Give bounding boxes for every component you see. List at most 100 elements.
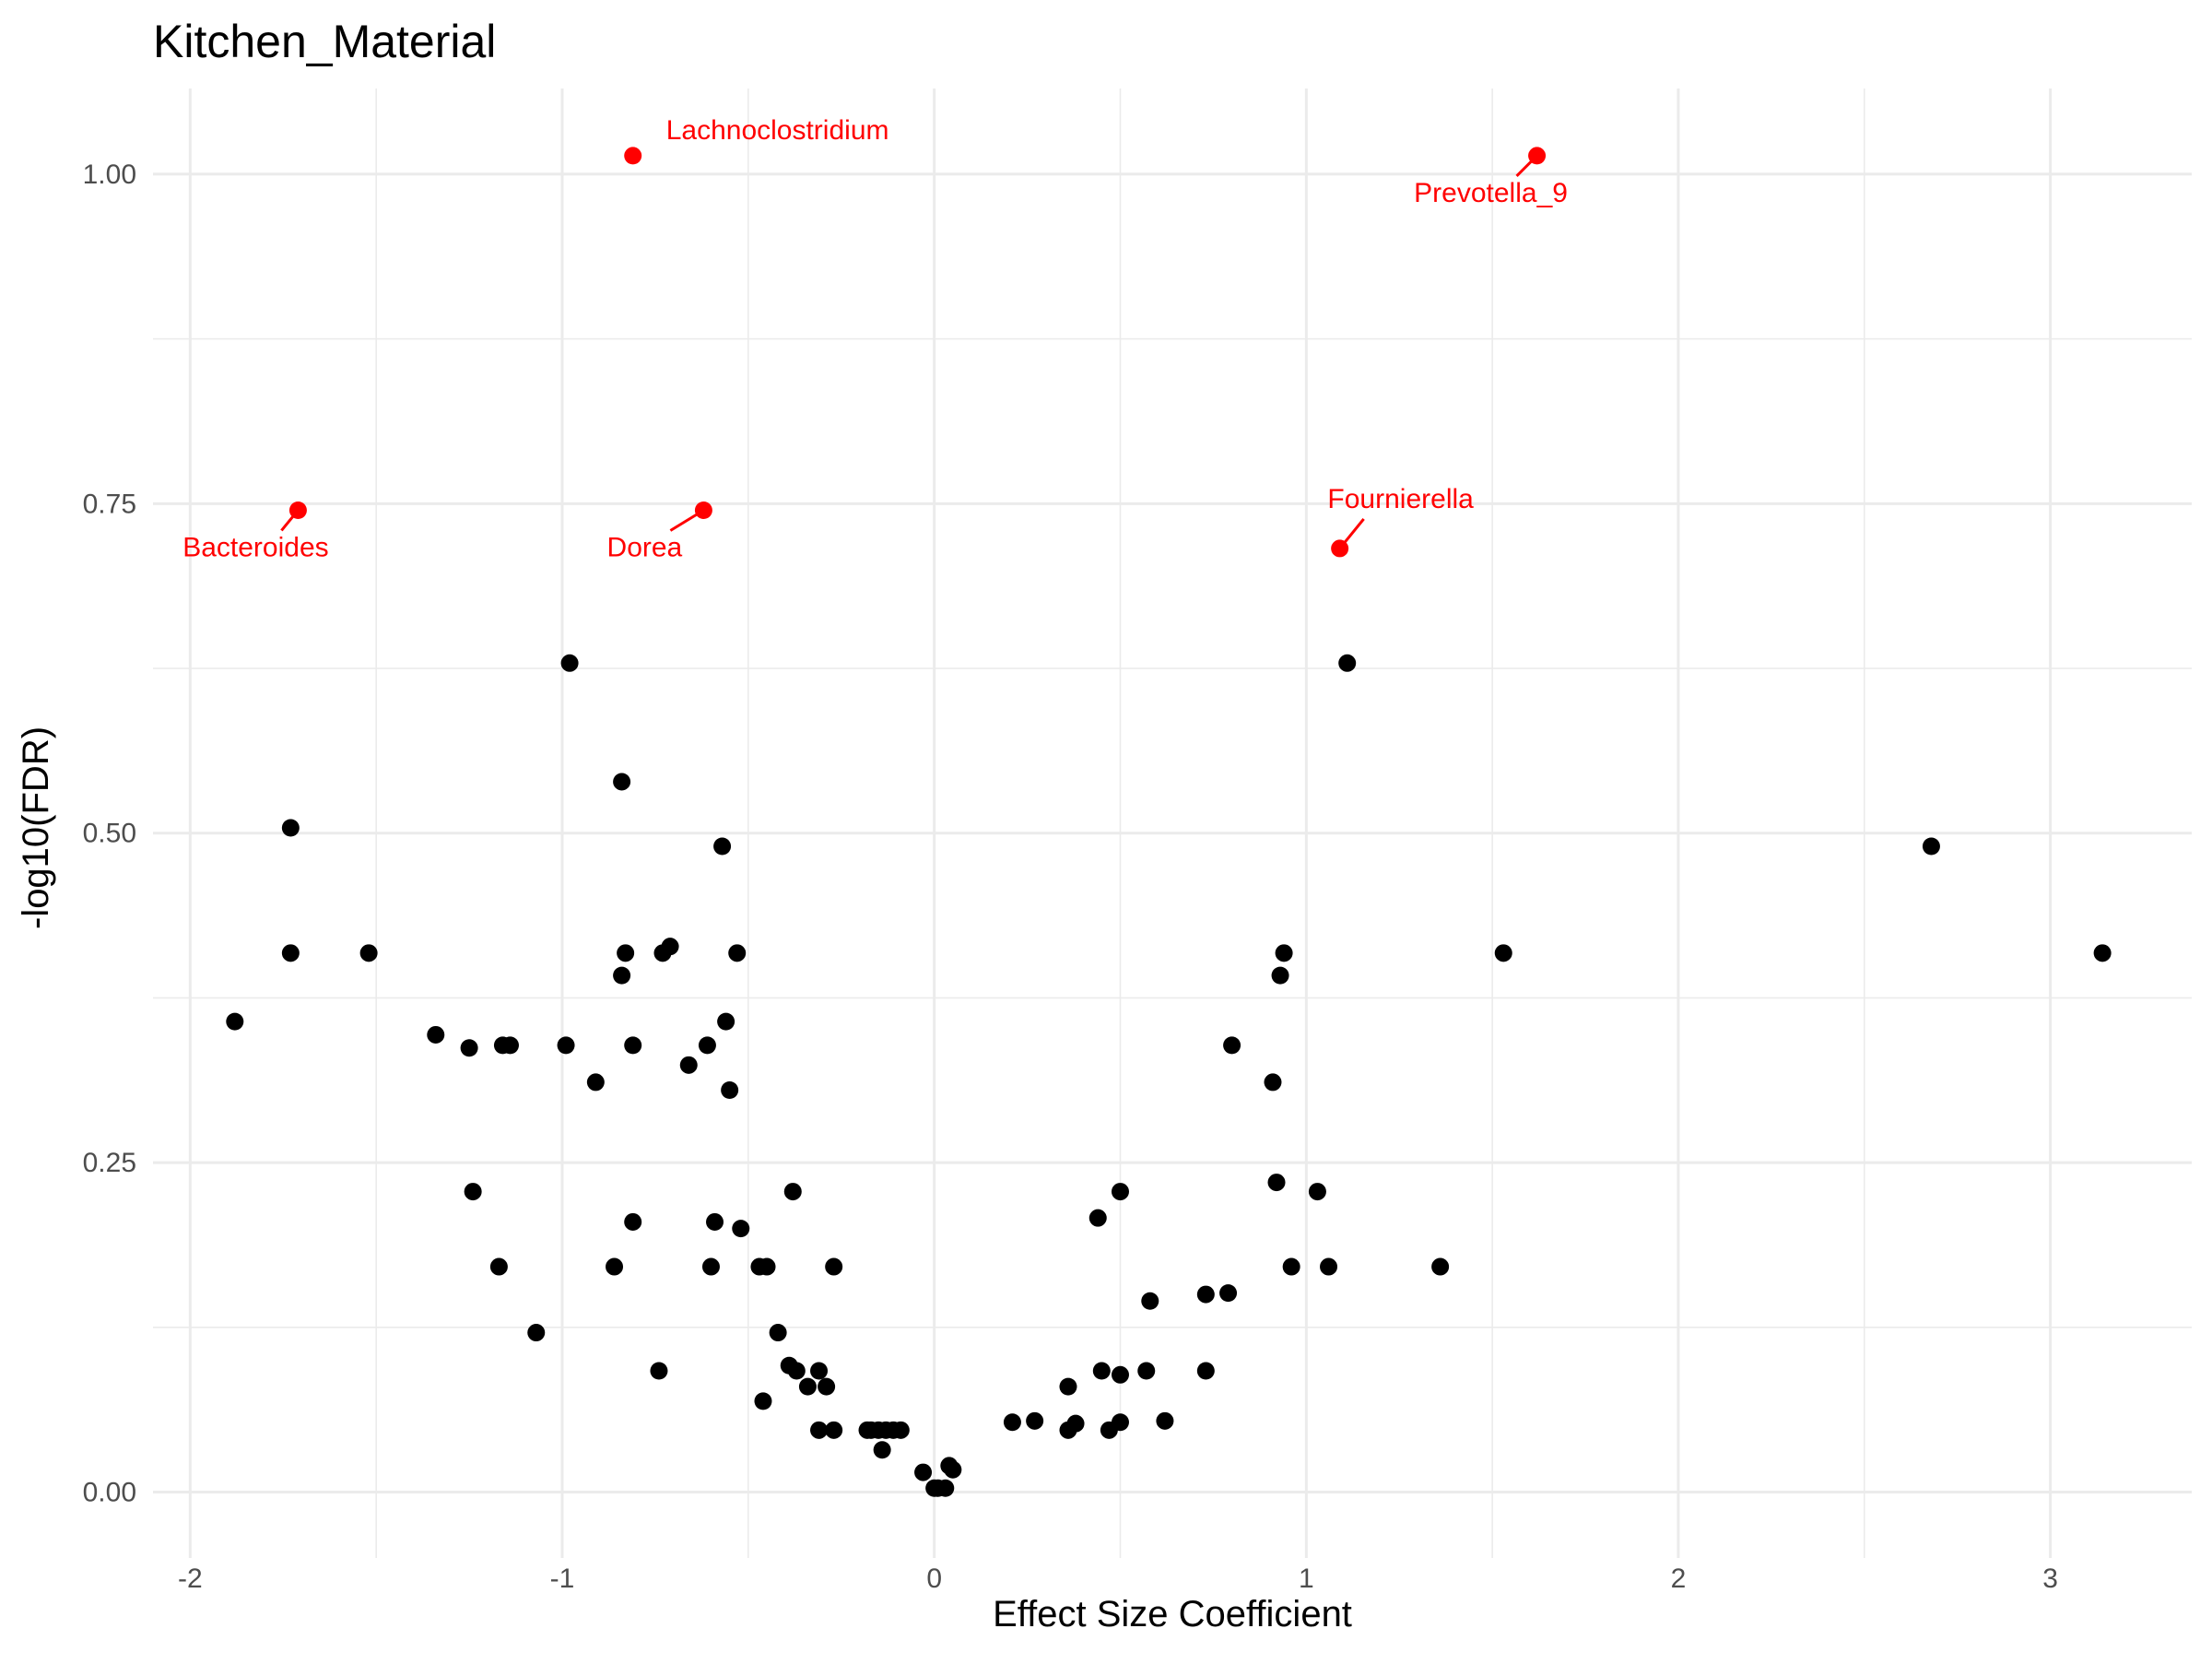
x-tick-label: 3 (2042, 1564, 2058, 1594)
data-point (1219, 1284, 1238, 1303)
data-point (873, 1441, 891, 1459)
x-tick-label: -2 (178, 1564, 203, 1594)
x-axis-title: Effect Size Coefficient (993, 1594, 1352, 1634)
data-point (501, 1036, 520, 1055)
x-tick-label: -1 (550, 1564, 575, 1594)
data-point (818, 1377, 836, 1396)
data-point (1026, 1411, 1044, 1430)
data-point (914, 1463, 933, 1481)
data-point (560, 654, 579, 672)
data-point (359, 944, 378, 962)
y-tick-label: 0.00 (83, 1478, 136, 1508)
data-point (1320, 1257, 1338, 1276)
data-point (1092, 1362, 1111, 1380)
data-point (1308, 1183, 1326, 1201)
chart-title: Kitchen_Material (153, 16, 496, 67)
data-point (460, 1039, 478, 1057)
data-point (1111, 1183, 1129, 1201)
x-tick-label: 0 (926, 1564, 942, 1594)
data-point (2093, 944, 2112, 962)
y-axis-ticks: 0.00 0.25 0.50 0.75 1.00 (83, 159, 136, 1508)
data-point (936, 1479, 955, 1497)
data-point (825, 1257, 843, 1276)
data-point (679, 1056, 698, 1074)
data-point (1196, 1285, 1215, 1304)
y-tick-label: 0.25 (83, 1148, 136, 1178)
data-point (489, 1257, 508, 1276)
highlighted-points: Lachnoclostridium Prevotella_9 Bacteroides… (182, 115, 1568, 563)
data-point (1922, 837, 1940, 856)
data-point (606, 1257, 624, 1276)
highlighted-point (694, 501, 712, 519)
data-point (624, 1036, 642, 1055)
data-point (1088, 1209, 1107, 1227)
y-axis-title: -log10(FDR) (16, 726, 56, 929)
data-point (1282, 1257, 1300, 1276)
data-point (1100, 1421, 1118, 1439)
data-point (787, 1362, 806, 1380)
data-point (1223, 1036, 1241, 1055)
highlighted-point (1528, 147, 1547, 165)
data-point (281, 819, 300, 837)
data-point (798, 1377, 817, 1396)
data-point (1059, 1421, 1077, 1439)
grid-major (153, 89, 2192, 1558)
data-point (721, 1080, 739, 1099)
y-tick-label: 0.50 (83, 819, 136, 849)
data-point (1267, 1174, 1286, 1192)
data-points (226, 654, 2112, 1497)
data-point (1431, 1257, 1450, 1276)
data-point (557, 1036, 575, 1055)
highlight-label: Lachnoclostridium (666, 115, 889, 146)
y-tick-label: 0.75 (83, 489, 136, 519)
data-point (713, 837, 732, 856)
data-point (427, 1025, 445, 1044)
data-point (706, 1212, 724, 1231)
data-point (617, 944, 635, 962)
data-point (1141, 1292, 1159, 1310)
y-tick-label: 1.00 (83, 159, 136, 190)
highlight-label: Prevotella_9 (1414, 178, 1568, 208)
highlight-label: Bacteroides (182, 532, 328, 562)
data-point (717, 1012, 735, 1031)
data-point (1111, 1365, 1129, 1384)
data-point (810, 1421, 829, 1439)
data-point (754, 1392, 772, 1410)
highlight-label: Dorea (607, 532, 683, 562)
x-axis-ticks: -2 -1 0 1 2 3 (178, 1564, 2058, 1594)
data-point (783, 1183, 802, 1201)
data-point (825, 1421, 843, 1439)
data-point (1494, 944, 1512, 962)
data-point (891, 1421, 910, 1439)
data-point (758, 1257, 776, 1276)
data-point (1156, 1411, 1174, 1430)
data-point (701, 1257, 720, 1276)
data-point (613, 773, 631, 791)
data-point (1059, 1377, 1077, 1396)
data-point (1264, 1073, 1282, 1092)
data-point (810, 1362, 829, 1380)
data-point (728, 944, 747, 962)
highlight-label: Fournierella (1327, 484, 1474, 514)
data-point (613, 966, 631, 985)
data-point (698, 1036, 716, 1055)
data-point (650, 1362, 668, 1380)
data-point (1271, 966, 1289, 985)
grid-minor (153, 89, 2192, 1558)
data-point (1003, 1413, 1021, 1432)
highlighted-point (288, 501, 307, 519)
data-point (661, 938, 679, 956)
data-point (226, 1012, 244, 1031)
data-point (281, 944, 300, 962)
data-point (769, 1324, 787, 1342)
data-point (1137, 1362, 1156, 1380)
highlighted-point (624, 147, 642, 165)
data-point (732, 1220, 750, 1238)
highlighted-point (1331, 539, 1349, 558)
data-point (944, 1460, 962, 1479)
data-point (624, 1212, 642, 1231)
data-point (586, 1073, 605, 1092)
data-point (464, 1183, 482, 1201)
x-tick-label: 1 (1299, 1564, 1314, 1594)
